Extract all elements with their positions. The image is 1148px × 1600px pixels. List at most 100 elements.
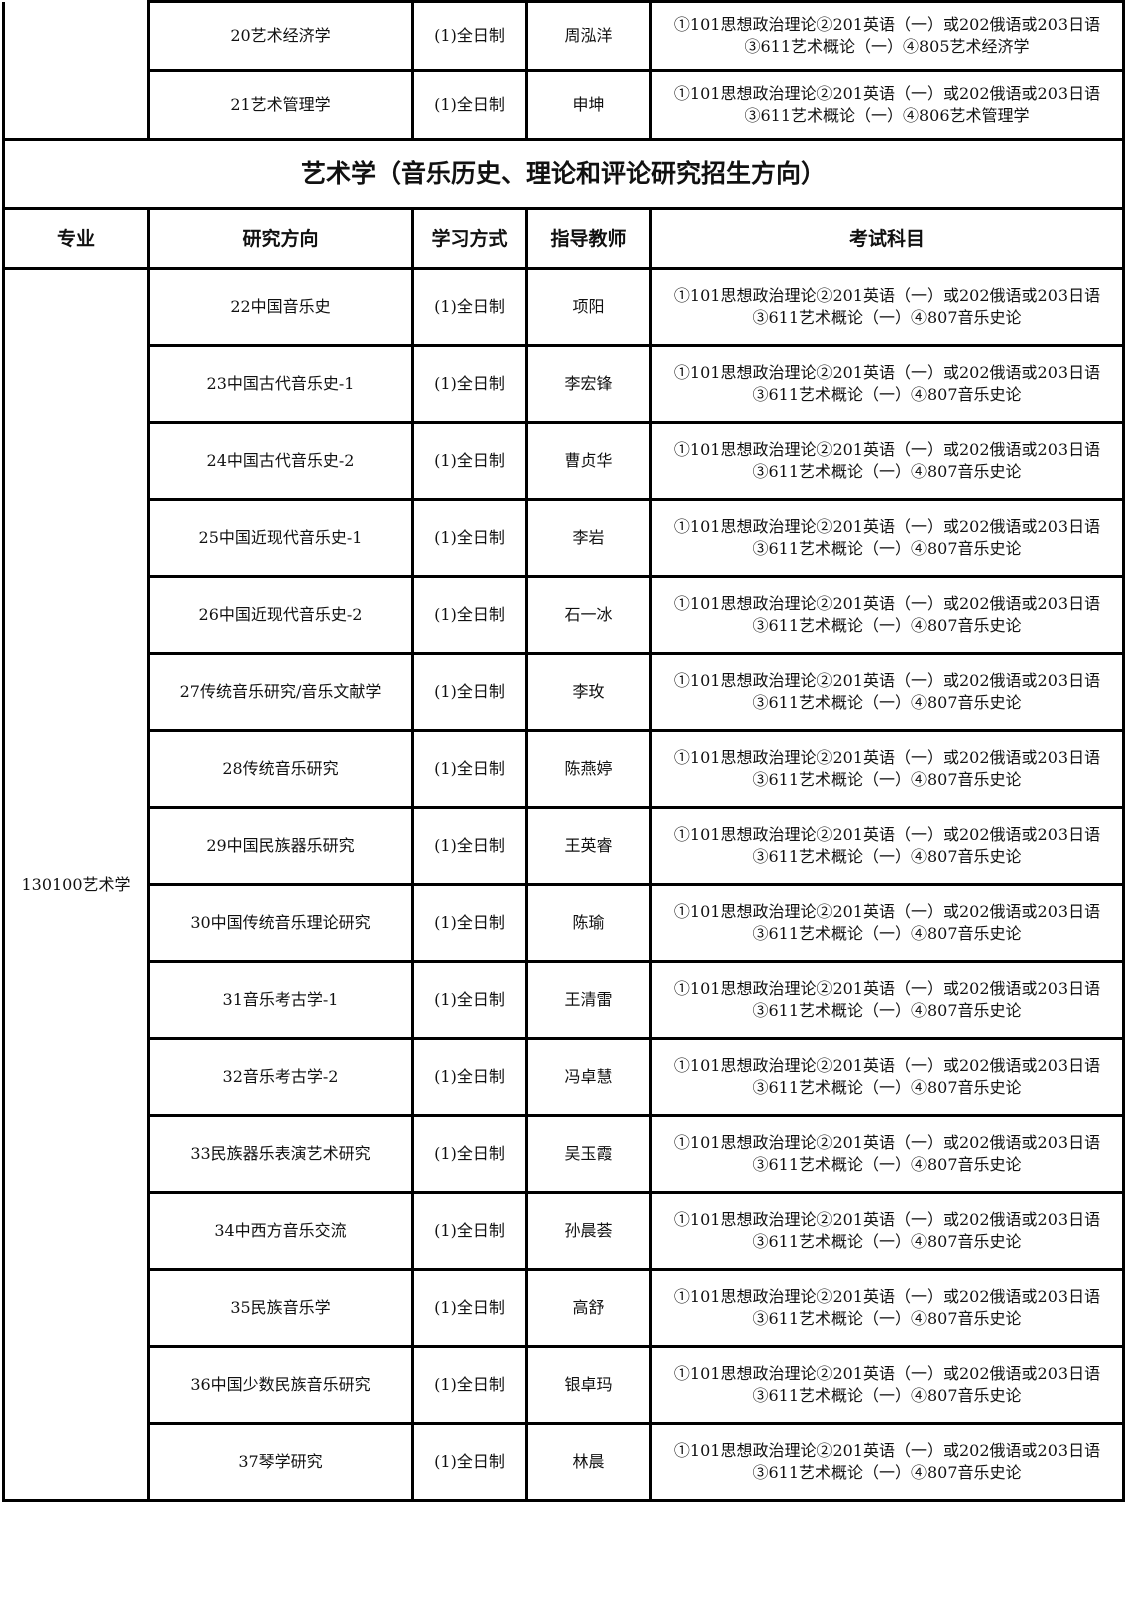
exam-cell: ①101思想政治理论②201英语（一）或202俄语或203日语 ③611艺术概论（… [649, 267, 1125, 347]
mode-cell: (1)全日制 [411, 1114, 528, 1194]
advisor-cell: 王英睿 [525, 806, 652, 886]
exam-line-1: ①101思想政治理论②201英语（一）或202俄语或203日语 [673, 440, 1101, 459]
table-row: 27传统音乐研究/音乐文献学 (1)全日制 李玫 ①101思想政治理论②201英语（一… [4, 652, 1125, 732]
advisor-cell: 银卓玛 [525, 1345, 652, 1425]
exam-line-1: ①101思想政治理论②201英语（一）或202俄语或203日语 [673, 84, 1101, 103]
direction-cell: 26中国近现代音乐史-2 [147, 575, 414, 655]
table-row: 130100艺术学 22中国音乐史 (1)全日制 项阳 ①101思想政治理论②201英语… [2, 267, 1125, 1502]
header-row: 专业 研究方向 学习方式 指导教师 考试科目 [2, 207, 1125, 270]
advisor-cell: 吴玉霞 [525, 1114, 652, 1194]
exam-cell: ①101思想政治理论②201英语（一）或202俄语或203日语 ③611艺术概论（… [649, 1345, 1125, 1425]
mode-cell: (1)全日制 [411, 1037, 528, 1117]
advisor-cell: 高舒 [525, 1268, 652, 1348]
exam-line-1: ①101思想政治理论②201英语（一）或202俄语或203日语 [673, 748, 1101, 767]
advisor-cell: 曹贞华 [525, 421, 652, 501]
table-row: 31音乐考古学-1 (1)全日制 王清雷 ①101思想政治理论②201英语（一）或20… [4, 960, 1125, 1040]
advisor-cell: 李玫 [525, 652, 652, 732]
exam-line-2: ③611艺术概论（一）④807音乐史论 [752, 385, 1022, 404]
mode-cell: (1)全日制 [411, 1191, 528, 1271]
direction-cell: 35民族音乐学 [147, 1268, 414, 1348]
direction-cell: 33民族器乐表演艺术研究 [147, 1114, 414, 1194]
exam-line-1: ①101思想政治理论②201英语（一）或202俄语或203日语 [673, 1133, 1101, 1152]
exam-line-1: ①101思想政治理论②201英语（一）或202俄语或203日语 [673, 979, 1101, 998]
mode-cell: (1)全日制 [411, 1422, 528, 1502]
direction-cell: 25中国近现代音乐史-1 [147, 498, 414, 578]
mode-cell: (1)全日制 [411, 69, 528, 141]
exam-cell: ①101思想政治理论②201英语（一）或202俄语或203日语 ③611艺术概论（… [649, 69, 1125, 141]
table-row: 36中国少数民族音乐研究 (1)全日制 银卓玛 ①101思想政治理论②201英语（一）… [4, 1345, 1125, 1425]
direction-cell: 34中西方音乐交流 [147, 1191, 414, 1271]
exam-line-1: ①101思想政治理论②201英语（一）或202俄语或203日语 [673, 363, 1101, 382]
mode-cell: (1)全日制 [411, 1268, 528, 1348]
exam-cell: ①101思想政治理论②201英语（一）或202俄语或203日语 ③611艺术概论（… [649, 1422, 1125, 1502]
mode-cell: (1)全日制 [411, 575, 528, 655]
direction-cell: 27传统音乐研究/音乐文献学 [147, 652, 414, 732]
direction-cell: 23中国古代音乐史-1 [147, 344, 414, 424]
mode-cell: (1)全日制 [411, 729, 528, 809]
table-row: 25中国近现代音乐史-1 (1)全日制 李岩 ①101思想政治理论②201英语（一）或… [4, 498, 1125, 578]
advisor-cell: 陈瑜 [525, 883, 652, 963]
direction-cell: 30中国传统音乐理论研究 [147, 883, 414, 963]
exam-cell: ①101思想政治理论②201英语（一）或202俄语或203日语 ③611艺术概论（… [649, 652, 1125, 732]
exam-cell: ①101思想政治理论②201英语（一）或202俄语或203日语 ③611艺术概论（… [649, 806, 1125, 886]
table-row: 20艺术经济学 (1)全日制 周泓洋 ①101思想政治理论②201英语（一）或2… [2, 0, 1125, 141]
exam-cell: ①101思想政治理论②201英语（一）或202俄语或203日语 ③611艺术概论（… [649, 960, 1125, 1040]
header-mode: 学习方式 [411, 207, 528, 270]
table-row: 37琴学研究 (1)全日制 林晨 ①101思想政治理论②201英语（一）或202俄语或… [4, 1422, 1125, 1502]
advisor-cell: 孙晨荟 [525, 1191, 652, 1271]
exam-line-2: ③611艺术概论（一）④807音乐史论 [752, 847, 1022, 866]
exam-line-2: ③611艺术概论（一）④807音乐史论 [752, 539, 1022, 558]
table-row: 26中国近现代音乐史-2 (1)全日制 石一冰 ①101思想政治理论②201英语（一）… [4, 575, 1125, 655]
direction-cell: 22中国音乐史 [147, 267, 414, 347]
advisor-cell: 申坤 [525, 69, 652, 141]
header-advisor: 指导教师 [525, 207, 652, 270]
header-exam: 考试科目 [649, 207, 1125, 270]
mode-cell: (1)全日制 [411, 883, 528, 963]
exam-line-1: ①101思想政治理论②201英语（一）或202俄语或203日语 [673, 1364, 1101, 1383]
mode-cell: (1)全日制 [411, 960, 528, 1040]
table-row: 30中国传统音乐理论研究 (1)全日制 陈瑜 ①101思想政治理论②201英语（一）或… [4, 883, 1125, 963]
advisor-cell: 项阳 [525, 267, 652, 347]
exam-line-1: ①101思想政治理论②201英语（一）或202俄语或203日语 [673, 1441, 1101, 1460]
advisor-cell: 王清雷 [525, 960, 652, 1040]
advisor-cell: 周泓洋 [525, 0, 652, 72]
mode-cell: (1)全日制 [411, 344, 528, 424]
exam-cell: ①101思想政治理论②201英语（一）或202俄语或203日语 ③611艺术概论（… [649, 0, 1125, 72]
exam-cell: ①101思想政治理论②201英语（一）或202俄语或203日语 ③611艺术概论（… [649, 1114, 1125, 1194]
exam-cell: ①101思想政治理论②201英语（一）或202俄语或203日语 ③611艺术概论（… [649, 575, 1125, 655]
exam-cell: ①101思想政治理论②201英语（一）或202俄语或203日语 ③611艺术概论（… [649, 729, 1125, 809]
exam-cell: ①101思想政治理论②201英语（一）或202俄语或203日语 ③611艺术概论（… [649, 1037, 1125, 1117]
major-cell-continued [2, 1, 150, 141]
exam-line-1: ①101思想政治理论②201英语（一）或202俄语或203日语 [673, 1056, 1101, 1075]
exam-cell: ①101思想政治理论②201英语（一）或202俄语或203日语 ③611艺术概论（… [649, 498, 1125, 578]
exam-cell: ①101思想政治理论②201英语（一）或202俄语或203日语 ③611艺术概论（… [649, 421, 1125, 501]
exam-line-2: ③611艺术概论（一）④807音乐史论 [752, 462, 1022, 481]
direction-cell: 20艺术经济学 [147, 0, 414, 72]
direction-cell: 28传统音乐研究 [147, 729, 414, 809]
exam-line-2: ③611艺术概论（一）④807音乐史论 [752, 924, 1022, 943]
advisor-cell: 李宏锋 [525, 344, 652, 424]
exam-line-2: ③611艺术概论（一）④807音乐史论 [752, 616, 1022, 635]
exam-line-1: ①101思想政治理论②201英语（一）或202俄语或203日语 [673, 1210, 1101, 1229]
exam-line-1: ①101思想政治理论②201英语（一）或202俄语或203日语 [673, 1287, 1101, 1306]
advisor-cell: 林晨 [525, 1422, 652, 1502]
exam-line-1: ①101思想政治理论②201英语（一）或202俄语或203日语 [673, 902, 1101, 921]
exam-line-2: ③611艺术概论（一）④807音乐史论 [752, 1155, 1022, 1174]
table-row: 24中国古代音乐史-2 (1)全日制 曹贞华 ①101思想政治理论②201英语（一）或… [4, 421, 1125, 501]
mode-cell: (1)全日制 [411, 806, 528, 886]
mode-cell: (1)全日制 [411, 0, 528, 72]
mode-cell: (1)全日制 [411, 498, 528, 578]
exam-cell: ①101思想政治理论②201英语（一）或202俄语或203日语 ③611艺术概论（… [649, 344, 1125, 424]
mode-cell: (1)全日制 [411, 1345, 528, 1425]
exam-cell: ①101思想政治理论②201英语（一）或202俄语或203日语 ③611艺术概论（… [649, 1191, 1125, 1271]
table-row: 29中国民族器乐研究 (1)全日制 王英睿 ①101思想政治理论②201英语（一）或2… [4, 806, 1125, 886]
header-major: 专业 [2, 207, 150, 270]
exam-line-2: ③611艺术概论（一）④807音乐史论 [752, 693, 1022, 712]
direction-cell: 21艺术管理学 [147, 69, 414, 141]
exam-line-1: ①101思想政治理论②201英语（一）或202俄语或203日语 [673, 286, 1101, 305]
table-row: 23中国古代音乐史-1 (1)全日制 李宏锋 ①101思想政治理论②201英语（一）或… [4, 344, 1125, 424]
enrollment-table: 20艺术经济学 (1)全日制 周泓洋 ①101思想政治理论②201英语（一）或2… [2, 0, 1125, 1502]
exam-line-2: ③611艺术概论（一）④807音乐史论 [752, 1232, 1022, 1251]
exam-line-2: ③611艺术概论（一）④807音乐史论 [752, 1309, 1022, 1328]
exam-line-1: ①101思想政治理论②201英语（一）或202俄语或203日语 [673, 517, 1101, 536]
